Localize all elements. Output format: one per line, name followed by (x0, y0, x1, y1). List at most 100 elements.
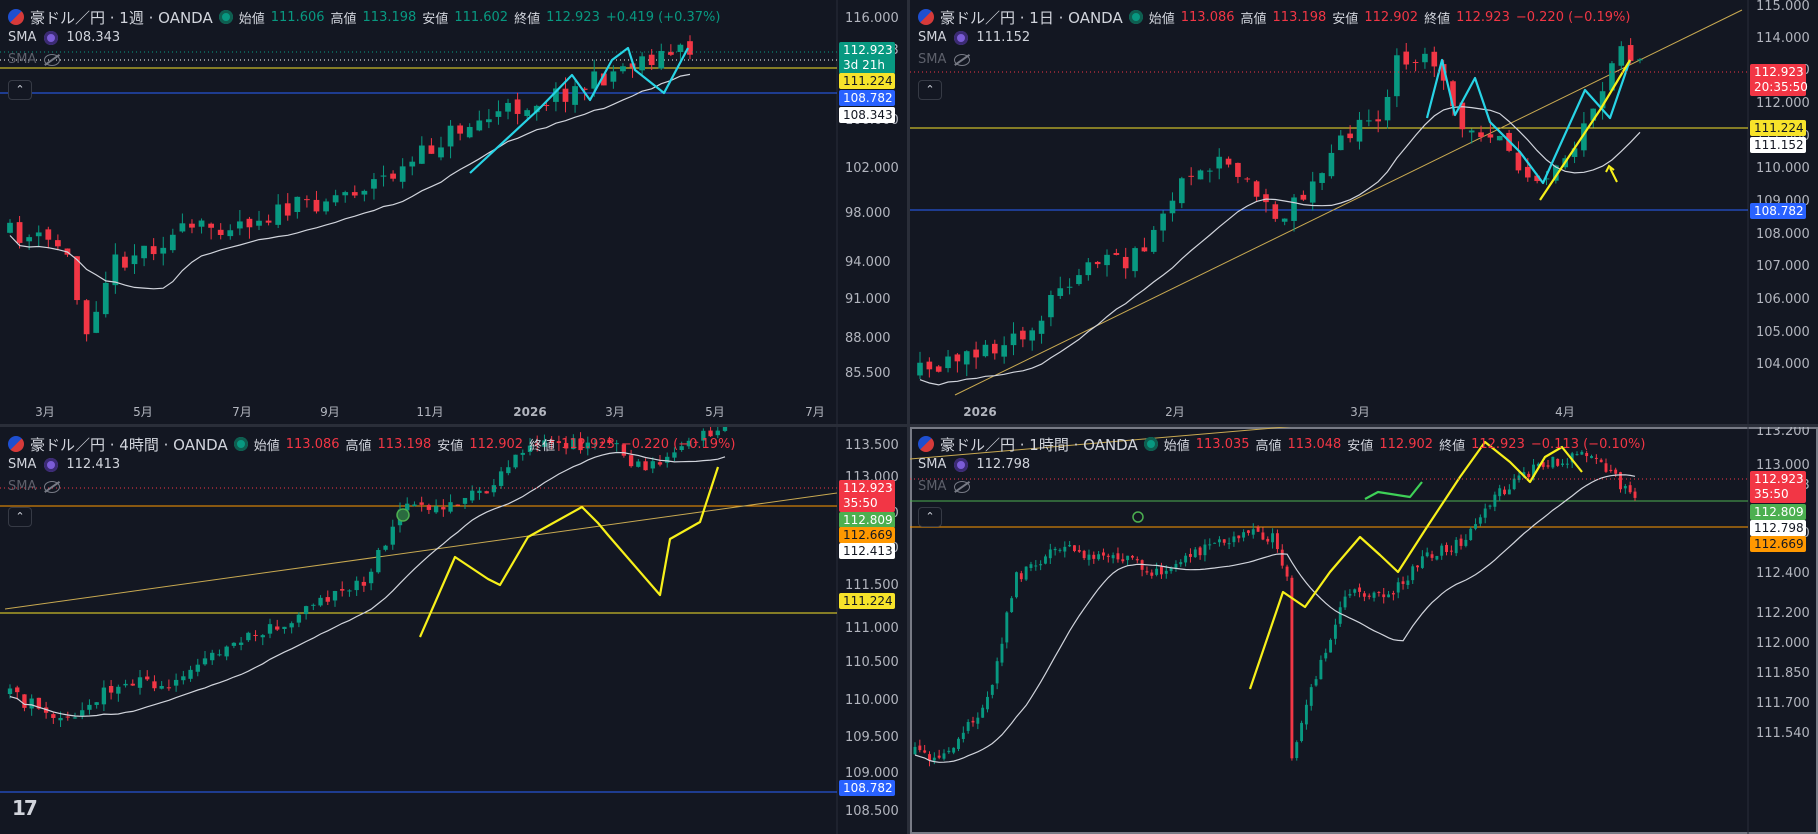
collapse-legend-button[interactable]: ⌃ (918, 507, 942, 527)
chart-legend[interactable]: 豪ドル／円 · 1時間 · OANDA 始値 113.035 高値 113.048 安値 1… (918, 433, 1645, 455)
candle-body (1213, 542, 1217, 544)
close-value: 112.923 (1471, 436, 1525, 452)
sma-indicator-legend[interactable]: SMA 111.152 (918, 30, 1030, 45)
collapse-legend-button[interactable]: ⌃ (8, 507, 32, 527)
price-tag-label: 111.224 (1754, 121, 1804, 135)
chart-legend[interactable]: 豪ドル／円 · 1日 · OANDA 始値 113.086 高値 113.198 安値 11… (918, 6, 1630, 28)
candle-body (332, 195, 339, 203)
candle-body (1590, 456, 1593, 459)
eye-off-icon[interactable] (954, 53, 971, 66)
candle-body (935, 366, 942, 372)
panel-weekly[interactable]: 116.000112.923106.000102.00098.00094.000… (0, 0, 907, 424)
candle-body (963, 351, 970, 365)
candle-body (486, 119, 492, 123)
candle-body (399, 166, 406, 182)
sma-settings-icon[interactable] (954, 30, 969, 45)
trend-line (910, 427, 1292, 460)
market-status-icon (1143, 437, 1158, 451)
y-tick-label: 91.000 (845, 292, 891, 307)
candle-body (282, 626, 287, 630)
candle-body (1197, 170, 1204, 180)
candle-body (1300, 194, 1307, 200)
candle-body (1010, 598, 1014, 613)
candle-body (1551, 456, 1555, 468)
arrow-annotation-head (1605, 164, 1615, 173)
candle-body (217, 654, 222, 656)
eye-off-icon[interactable] (954, 480, 971, 493)
chart-legend[interactable]: 豪ドル／円 · 4時間 · OANDA 始値 113.086 高値 113.198 安値 1… (8, 433, 735, 455)
candle-body (1104, 254, 1110, 266)
symbol-title[interactable]: 豪ドル／円 · 1時間 · OANDA (940, 435, 1138, 454)
collapse-legend-button[interactable]: ⌃ (918, 80, 942, 100)
x-tick-label: 2026 (513, 405, 546, 419)
x-tick-label: 7月 (805, 405, 825, 419)
sma-settings-icon[interactable] (44, 30, 59, 45)
candle-body (1314, 679, 1318, 686)
candle-body (1155, 568, 1159, 575)
candle-body (527, 445, 533, 452)
candle-body (1216, 156, 1223, 169)
sma-settings-icon[interactable] (44, 457, 59, 472)
symbol-title[interactable]: 豪ドル／円 · 1週 · OANDA (30, 8, 213, 27)
price-tag-blue-tag (839, 90, 895, 106)
candle-body (1266, 538, 1270, 542)
chart-legend[interactable]: 豪ドル／円 · 1週 · OANDA 始値 111.606 高値 113.198 安値 11… (8, 6, 720, 28)
candle-body (1193, 549, 1197, 558)
market-status-icon (233, 437, 248, 451)
candle-body (1430, 554, 1434, 558)
candle-body (1618, 46, 1625, 66)
x-tick-label: 5月 (133, 405, 153, 419)
candle-body (535, 443, 540, 446)
chart-svg: 113.500113.000112.500112.000111.500111.0… (0, 427, 899, 834)
high-label: 高値 (330, 11, 357, 27)
aud-jpy-flag-icon (8, 9, 24, 25)
symbol-title[interactable]: 豪ドル／円 · 1日 · OANDA (940, 8, 1123, 27)
hidden-sma-legend[interactable]: SMA (8, 52, 61, 67)
hidden-sma-legend[interactable]: SMA (8, 479, 61, 494)
y-tick-label: 109.500 (845, 730, 899, 745)
panel-daily[interactable]: 115.000114.000113.000112.000111.000110.0… (910, 0, 1818, 424)
tradingview-logo-icon[interactable]: 17 (12, 796, 38, 820)
candle-body (484, 491, 489, 494)
candle-body (7, 688, 13, 695)
close-label: 終値 (1424, 11, 1451, 27)
sma-indicator-legend[interactable]: SMA 112.413 (8, 457, 120, 472)
open-value: 113.086 (1180, 9, 1235, 25)
candle-body (708, 430, 713, 437)
candle-body (304, 199, 310, 201)
candle-body (1169, 567, 1173, 572)
hidden-sma-legend[interactable]: SMA (918, 52, 971, 67)
panel-4h[interactable]: 113.500113.000112.500112.000111.500111.0… (0, 427, 907, 834)
eye-off-icon[interactable] (44, 53, 61, 66)
candle-body (1633, 491, 1637, 498)
candle-body (1244, 178, 1251, 180)
candle-body (562, 88, 569, 102)
candle-body (498, 471, 504, 486)
candle-body (1300, 722, 1304, 742)
collapse-legend-button[interactable]: ⌃ (8, 80, 32, 100)
sma-indicator-legend[interactable]: SMA 108.343 (8, 30, 120, 45)
sma-indicator-legend[interactable]: SMA 112.798 (918, 457, 1030, 472)
candle-body (1580, 451, 1584, 455)
candle-body (1391, 593, 1395, 595)
candle-body (1337, 135, 1344, 151)
sma-settings-icon[interactable] (954, 457, 969, 472)
price-tag-down-tag (1750, 471, 1806, 503)
hidden-sma-legend[interactable]: SMA (918, 479, 971, 494)
panel-1h[interactable]: 113.200113.000112.923112.600112.400112.2… (910, 427, 1818, 834)
symbol-title[interactable]: 豪ドル／円 · 4時間 · OANDA (30, 435, 228, 454)
candle-body (572, 86, 578, 105)
candle-body (296, 614, 302, 623)
sma-line (914, 474, 1636, 763)
candle-body (1082, 550, 1086, 559)
candle-body (1085, 262, 1092, 276)
candle-body (620, 66, 626, 72)
candle-body (217, 229, 224, 236)
price-tag-label: 112.809 (843, 513, 893, 527)
candle-body (1058, 549, 1062, 551)
eye-off-icon[interactable] (44, 480, 61, 493)
candle-body (672, 452, 677, 458)
candle-body (1020, 330, 1026, 340)
y-tick-label: 110.000 (1756, 161, 1810, 176)
candle-body (1556, 458, 1560, 466)
